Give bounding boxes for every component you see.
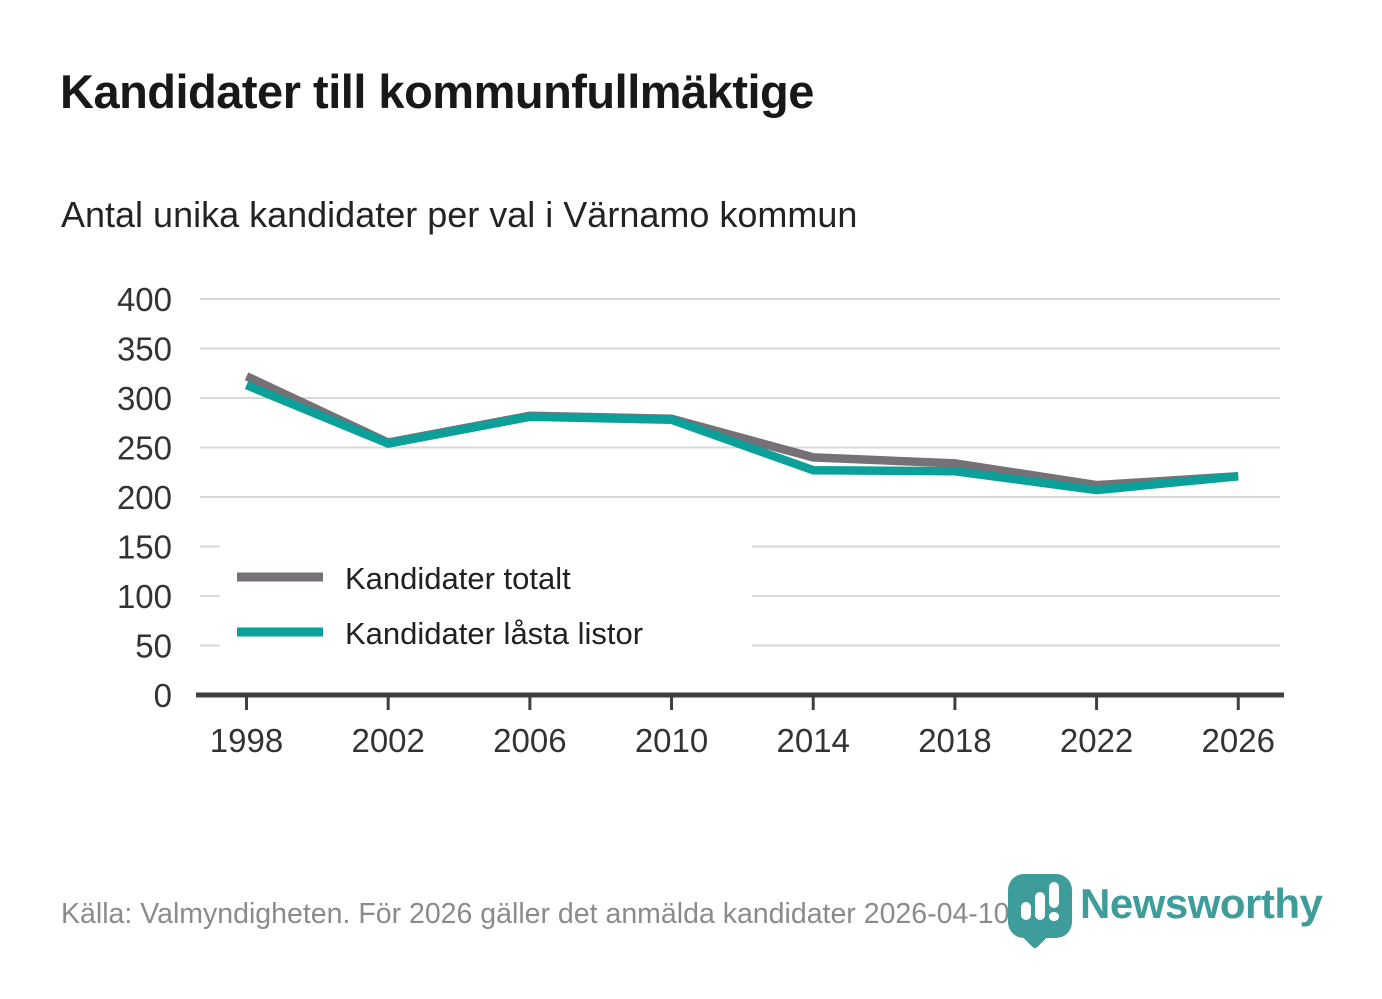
y-tick-label: 150 [117, 529, 172, 566]
y-tick-label: 100 [117, 578, 172, 615]
x-tick-label: 1998 [210, 722, 283, 759]
x-axis-labels: 1998 2002 2006 2010 2014 2018 2022 2026 [210, 722, 1275, 759]
y-tick-label: 250 [117, 430, 172, 467]
y-tick-label: 0 [154, 677, 172, 714]
y-axis-labels: 0 50 100 150 200 250 300 350 400 [117, 281, 172, 714]
x-tick-label: 2022 [1060, 722, 1133, 759]
x-tick-label: 2010 [635, 722, 708, 759]
x-tick-label: 2026 [1202, 722, 1275, 759]
source-note: Källa: Valmyndigheten. För 2026 gäller d… [61, 898, 1018, 930]
series-line-0 [244, 372, 1239, 490]
x-tick-label: 2006 [493, 722, 566, 759]
x-tick-label: 2018 [918, 722, 991, 759]
series-line-1 [244, 381, 1239, 495]
y-tick-label: 300 [117, 380, 172, 417]
series-lines [244, 372, 1239, 495]
y-tick-label: 350 [117, 331, 172, 368]
legend-label-1: Kandidater låsta listor [345, 616, 643, 651]
legend-label-0: Kandidater totalt [345, 561, 571, 596]
x-axis [196, 692, 1284, 710]
legend: Kandidater totalt Kandidater låsta listor [220, 538, 752, 664]
x-tick-label: 2014 [777, 722, 850, 759]
legend-background [220, 538, 752, 664]
y-tick-label: 200 [117, 479, 172, 516]
x-tick-label: 2002 [351, 722, 424, 759]
page-title: Kandidater till kommunfullmäktige [60, 65, 814, 118]
y-tick-label: 400 [117, 281, 172, 318]
chart-subtitle: Antal unika kandidater per val i Värnamo… [61, 194, 858, 235]
y-tick-label: 50 [135, 628, 172, 665]
